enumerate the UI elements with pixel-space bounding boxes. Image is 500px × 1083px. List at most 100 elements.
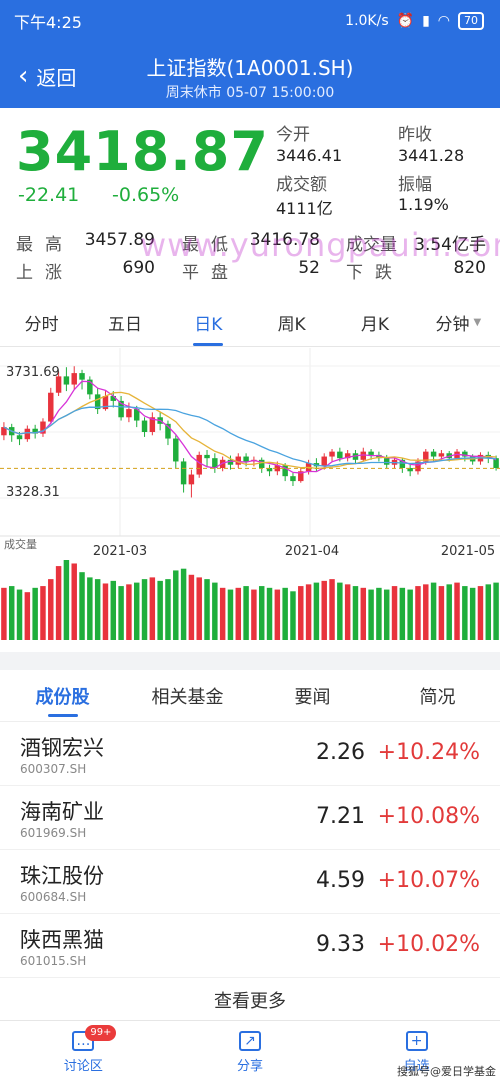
- kline-tabs: 分时 五日 日K 周K 月K 分钟 ▼: [0, 299, 500, 347]
- flat-count-label: 平盘: [182, 263, 240, 283]
- amplitude-label: 振幅: [398, 175, 432, 195]
- candle-body: [118, 400, 124, 418]
- stock-pct: +10.08%: [377, 804, 480, 829]
- volume-bar: [180, 568, 187, 640]
- volume-bar: [290, 591, 296, 640]
- kline-tab[interactable]: 分时: [24, 315, 59, 335]
- volume-bar: [173, 570, 179, 640]
- constituent-tab[interactable]: 简况: [419, 686, 456, 708]
- candle-body: [165, 423, 171, 439]
- candle-body: [399, 459, 406, 468]
- status-bar: 下午4:25 1.0K/s ⏰ ▮ ◠ 70: [0, 0, 500, 42]
- down-count-label: 下跌: [346, 263, 404, 283]
- bottom-nav: … 99+ 讨论区 ↗ 分享 + 自选 搜狐号@爱日学基金: [0, 1020, 500, 1083]
- volume-bar: [321, 580, 327, 640]
- candle-body: [55, 376, 62, 393]
- volume-bar: [415, 586, 421, 640]
- price-change-pct: -0.65%: [112, 184, 180, 206]
- volume-bar: [235, 587, 242, 640]
- candle-body: [102, 396, 109, 410]
- kline-tab[interactable]: 日K: [167, 299, 250, 346]
- candle-body: [196, 454, 202, 475]
- kline-tab[interactable]: 周K: [277, 315, 306, 335]
- ma5-line: [3, 380, 497, 474]
- candle-body: [126, 409, 132, 418]
- candle-body: [274, 465, 281, 472]
- stock-code: 601015.SH: [20, 954, 87, 968]
- stock-row[interactable]: 陕西黑猫 601015.SH 9.33 +10.02%: [0, 914, 500, 978]
- kline-tab[interactable]: 五日: [107, 315, 142, 335]
- candle-body: [407, 467, 413, 472]
- nav-share-label: 分享: [237, 1058, 264, 1074]
- candle-body: [204, 454, 210, 459]
- candle-body: [438, 453, 445, 457]
- volume-bar: [141, 579, 148, 640]
- candle-body: [383, 458, 390, 465]
- x-axis-tick-label: 2021-03: [93, 544, 147, 559]
- volume-bar: [423, 584, 429, 640]
- candle-body: [149, 417, 156, 432]
- stock-row[interactable]: 珠江股份 600684.SH 4.59 +10.07%: [0, 850, 500, 914]
- volume-bar: [94, 579, 101, 640]
- stock-price: 7.21: [316, 804, 365, 829]
- volume-bar: [149, 577, 156, 640]
- volume-bar: [227, 589, 234, 640]
- back-button[interactable]: ‹ 返回: [18, 56, 76, 96]
- kline-chart[interactable]: 3731.69 3328.31 2021-03 2021-04 2021-05 成交量: [0, 348, 500, 648]
- candle-body: [368, 451, 374, 455]
- candle-body: [40, 421, 46, 434]
- candle-body: [63, 376, 70, 385]
- view-more-button[interactable]: 查看更多: [214, 991, 286, 1012]
- stock-code: 600307.SH: [20, 762, 87, 776]
- volume-bar: [118, 586, 124, 640]
- candle-body: [344, 453, 351, 459]
- volume-bar: [212, 582, 218, 640]
- nav-watchlist-label: 自选: [403, 1058, 430, 1074]
- y-axis-low-label: 3328.31: [6, 485, 60, 500]
- candle-body: [16, 435, 23, 440]
- volume-bar: [391, 586, 398, 640]
- candle-body: [235, 456, 242, 465]
- x-axis-tick-label: 2021-05: [441, 544, 495, 559]
- volume-bar: [383, 589, 390, 640]
- nav-watchlist[interactable]: + 自选: [333, 1021, 500, 1083]
- volume-bar: [352, 586, 359, 640]
- constituent-tab[interactable]: 要闻: [294, 686, 331, 708]
- volume-bar: [196, 577, 202, 640]
- page-title: 上证指数(1A0001.SH): [146, 56, 354, 80]
- stock-pct: +10.02%: [377, 932, 480, 957]
- stock-pct: +10.07%: [377, 868, 480, 893]
- x-axis-tick-label: 2021-04: [285, 544, 339, 559]
- volume-bar: [48, 579, 54, 640]
- candle-body: [376, 454, 382, 459]
- constituent-tab[interactable]: 相关基金: [151, 686, 224, 708]
- candle-body: [24, 428, 31, 440]
- candle-body: [493, 458, 499, 468]
- candle-body: [71, 373, 77, 385]
- battery-icon: 70: [458, 12, 484, 30]
- low-label: 最低: [182, 235, 240, 255]
- high-label: 最高: [16, 235, 74, 255]
- kline-tab[interactable]: 月K: [360, 315, 390, 335]
- open-label: 今开: [276, 125, 310, 145]
- market-status: 周末休市 05-07 15:00:00: [165, 85, 335, 101]
- stock-row[interactable]: 酒钢宏兴 600307.SH 2.26 +10.24%: [0, 722, 500, 786]
- volume-bar: [399, 587, 406, 640]
- stock-name: 酒钢宏兴: [20, 736, 104, 760]
- nav-discuss-label: 讨论区: [63, 1058, 103, 1074]
- candle-body: [360, 451, 367, 460]
- nav-discuss[interactable]: … 99+ 讨论区: [0, 1021, 167, 1083]
- candle-body: [337, 451, 343, 459]
- kline-tab[interactable]: 分钟 ▼: [435, 315, 482, 335]
- discuss-badge: 99+: [85, 1025, 117, 1041]
- volume-bar: [55, 566, 62, 640]
- nav-share[interactable]: ↗ 分享: [167, 1021, 334, 1083]
- low-value: 3416.78: [249, 230, 320, 250]
- volume-bar: [8, 586, 15, 640]
- prev-close-value: 3441.28: [398, 146, 465, 165]
- stock-row[interactable]: 海南矿业 601969.SH 7.21 +10.08%: [0, 786, 500, 850]
- back-label: 返回: [36, 65, 77, 90]
- constituent-tab[interactable]: 成份股: [0, 670, 125, 721]
- volume-bar: [446, 584, 452, 640]
- volume-bar: [165, 579, 171, 640]
